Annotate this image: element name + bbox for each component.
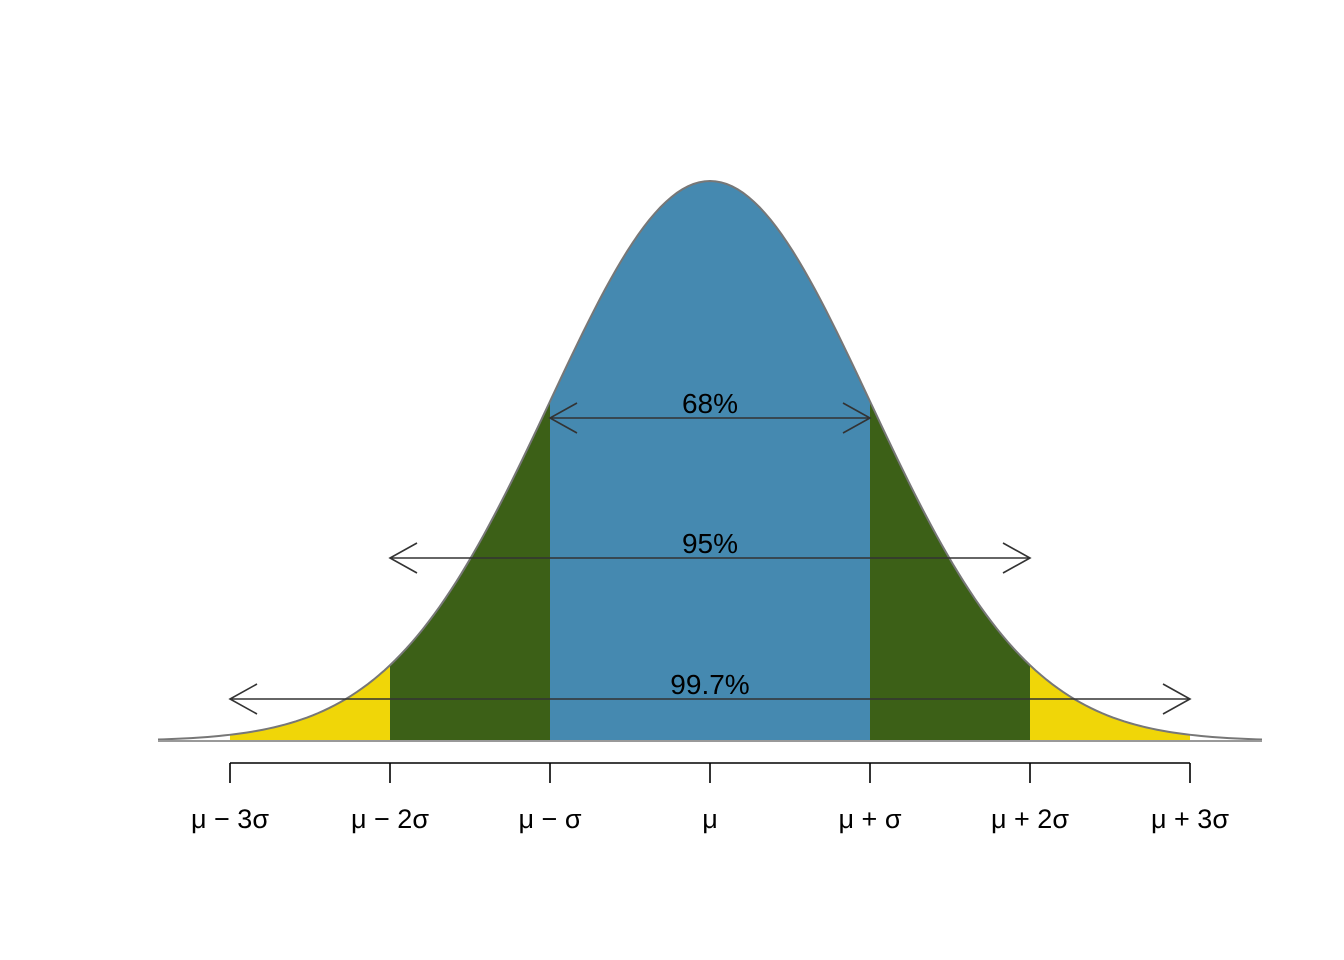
interval-label: 95% — [682, 528, 738, 559]
tick-label: μ + 3σ — [1151, 804, 1229, 834]
tick-label: μ + 2σ — [991, 804, 1069, 834]
interval-arrow-1 — [388, 542, 1032, 574]
region-4 — [1030, 665, 1190, 741]
interval-arrows: 68% 95% 99.7% — [228, 388, 1192, 715]
interval-label: 68% — [682, 388, 738, 419]
interval-arrow-0 — [548, 402, 872, 434]
tick-label: μ — [702, 804, 718, 834]
region-0 — [550, 181, 870, 741]
shaded-regions — [230, 181, 1190, 741]
density-curve — [157, 179, 1263, 741]
tick-label: μ − σ — [519, 804, 582, 834]
tick-label: μ − 3σ — [191, 804, 269, 834]
interval-label: 99.7% — [670, 669, 749, 700]
tick-label: μ − 2σ — [351, 804, 429, 834]
interval-arrow-2 — [228, 683, 1192, 715]
region-3 — [230, 665, 390, 741]
tick-label: μ + σ — [839, 804, 902, 834]
x-axis: μ − 3σ μ − 2σ μ − σ μ μ + σ μ + 2σ μ + 3σ — [191, 762, 1229, 834]
